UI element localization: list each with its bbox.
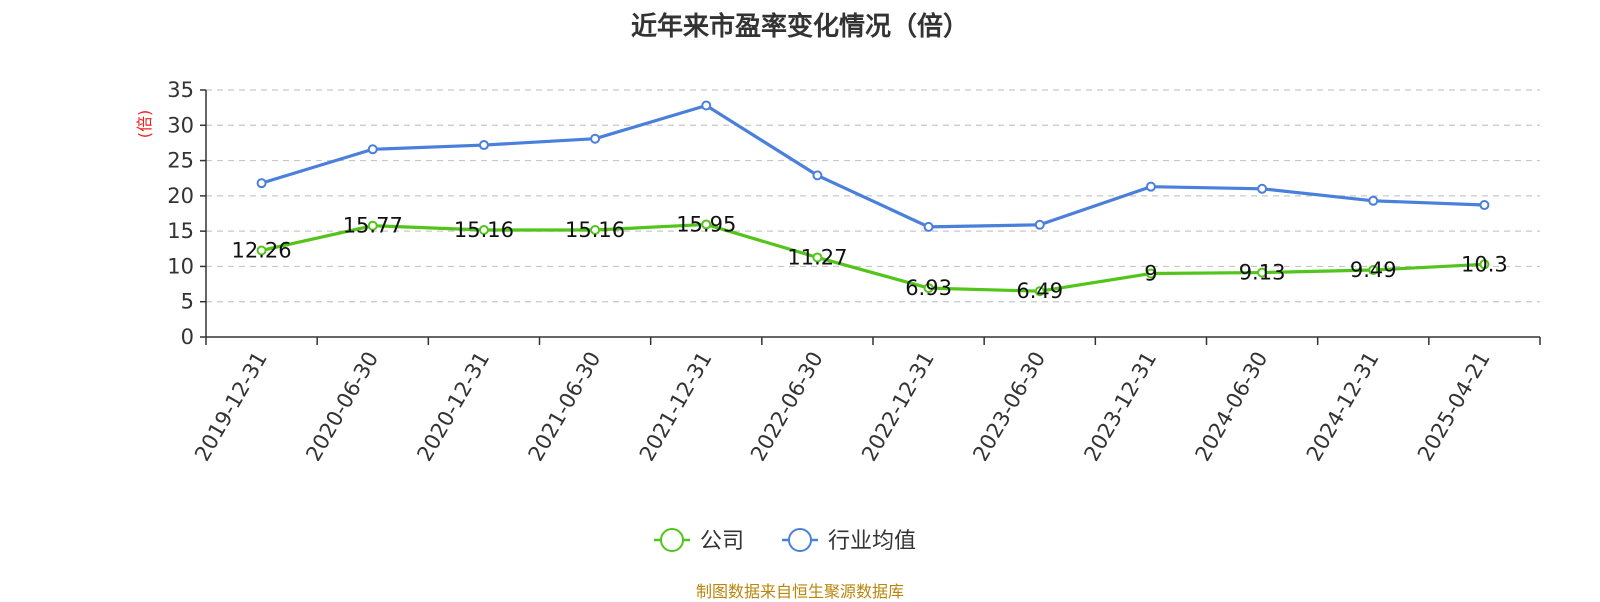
x-tick-label: 2020-06-30	[301, 348, 383, 466]
data-point	[923, 283, 934, 294]
series-line-company	[261, 222, 1485, 293]
data-point	[701, 100, 712, 111]
legend-label: 公司	[700, 529, 744, 554]
data-point	[590, 133, 601, 144]
x-tick-label: 2025-04-21	[1413, 348, 1495, 466]
data-point	[590, 225, 601, 236]
data-point	[478, 225, 489, 236]
legend-label: 行业均值	[828, 529, 916, 554]
data-point	[367, 144, 378, 155]
x-tick-label: 2024-06-30	[1191, 348, 1273, 466]
x-tick-label: 2022-06-30	[746, 348, 828, 466]
y-tick-label: 30	[167, 113, 194, 137]
data-point	[1479, 200, 1490, 211]
x-tick-label: 2020-12-31	[412, 347, 494, 465]
data-point	[256, 245, 267, 256]
data-point	[1368, 195, 1379, 206]
legend-marker	[660, 528, 684, 552]
data-point	[923, 221, 934, 232]
data-label: 15.77	[343, 214, 403, 238]
data-point	[1368, 265, 1379, 276]
x-tick-label: 2022-12-31	[857, 347, 939, 465]
data-label: 10.3	[1461, 252, 1508, 276]
data-point	[1145, 268, 1156, 279]
legend-item-industry-average: 行业均值	[782, 528, 916, 554]
data-label: 6.93	[905, 276, 952, 300]
x-tick-label: 2021-12-31	[635, 348, 717, 466]
data-label: 11.27	[787, 245, 847, 269]
data-point	[1257, 267, 1268, 278]
legend-marker	[788, 528, 812, 552]
chart-title: 近年来市盈率变化情况（倍）	[630, 12, 969, 42]
y-tick-label: 5	[181, 290, 194, 314]
y-tick-label: 35	[167, 78, 194, 102]
data-point	[1034, 219, 1045, 230]
series-lines	[256, 100, 1490, 297]
data-labels: 12.26 15.77 15.16 15.16 15.95 11.27 6.93 6.49 9 9…	[232, 212, 1508, 303]
data-label: 9.49	[1350, 258, 1397, 282]
y-tick-label: 15	[167, 219, 194, 243]
x-tick-label: 2023-06-30	[968, 348, 1050, 466]
x-tick-label: 2021-06-30	[524, 348, 606, 466]
x-tick-label: 2023-12-31	[1079, 348, 1161, 466]
y-tick-label: 25	[167, 149, 194, 173]
x-tick-label: 2024-12-31	[1302, 348, 1384, 466]
series-line-industry-average	[261, 103, 1485, 229]
data-label: 12.26	[232, 238, 292, 262]
data-label: 9	[1144, 261, 1157, 285]
data-label: 6.49	[1016, 279, 1063, 303]
data-label: 9.13	[1239, 261, 1286, 285]
data-point	[1034, 286, 1045, 297]
data-point	[812, 170, 823, 181]
x-tick-label: 2019-12-31	[190, 348, 272, 466]
data-point	[1145, 181, 1156, 192]
data-point	[701, 219, 712, 230]
data-point	[478, 140, 489, 151]
legend: 公司 行业均值	[654, 528, 916, 554]
data-point	[256, 178, 267, 189]
source-note: 制图数据来自恒生聚源数据库	[695, 582, 904, 601]
y-tick-label: 10	[167, 254, 194, 278]
data-label: 15.95	[676, 212, 736, 236]
data-label: 15.16	[454, 218, 514, 242]
y-tick-label: 0	[181, 325, 194, 349]
data-point	[1479, 259, 1490, 270]
data-label: 15.16	[565, 218, 625, 242]
data-point	[812, 252, 823, 263]
data-point	[367, 220, 378, 231]
y-axis-label: (倍)	[135, 110, 154, 139]
data-point	[1257, 183, 1268, 194]
legend-item-company: 公司	[654, 528, 744, 554]
y-tick-label: 20	[167, 184, 194, 208]
